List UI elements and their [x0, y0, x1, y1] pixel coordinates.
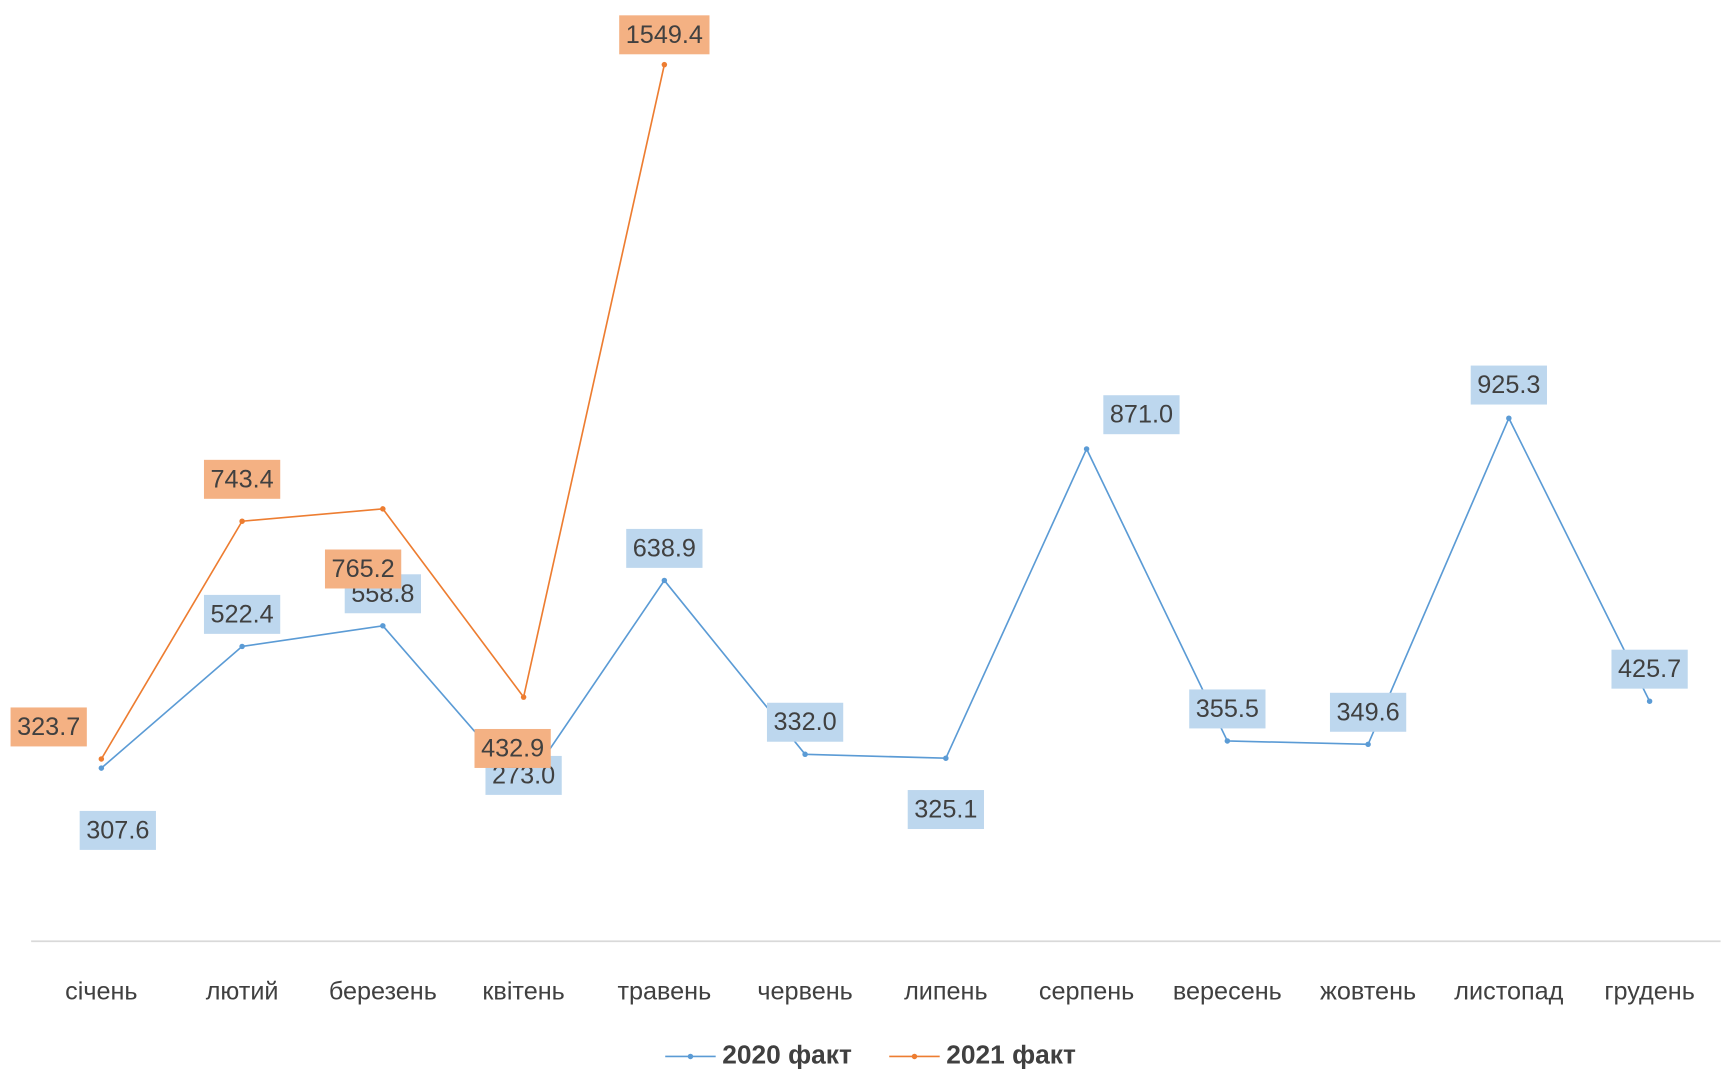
data-label-text: 323.7	[17, 713, 80, 741]
data-label-text: 332.0	[774, 708, 837, 736]
data-label: 332.0	[766, 702, 844, 742]
data-label-box	[324, 549, 402, 589]
data-label-text: 355.5	[1196, 695, 1259, 723]
data-label-box	[79, 810, 156, 850]
x-tick-label: грудень	[1604, 977, 1695, 1005]
data-label-box	[1189, 689, 1266, 729]
data-label: 349.6	[1329, 692, 1407, 732]
data-label: 765.2	[324, 549, 402, 589]
data-label-text: 925.3	[1477, 371, 1540, 399]
data-point	[1365, 741, 1371, 748]
data-label-box	[1103, 395, 1180, 435]
x-tick-label: червень	[757, 977, 852, 1005]
data-label: 323.7	[10, 707, 87, 747]
data-label-box	[1611, 649, 1688, 689]
data-label-box	[203, 459, 281, 499]
data-point	[1506, 415, 1512, 421]
data-point	[380, 506, 386, 512]
data-label-box	[766, 702, 844, 742]
x-tick-label: лютий	[206, 977, 279, 1005]
data-label: 432.9	[474, 728, 551, 768]
x-tick-label: травень	[617, 977, 711, 1005]
data-label-box	[203, 594, 281, 634]
data-label-text: 325.1	[914, 796, 977, 824]
data-label-text: 638.9	[633, 534, 696, 562]
data-point	[98, 765, 105, 771]
data-label: 743.4	[203, 459, 281, 499]
x-tick-label: квітень	[482, 977, 564, 1005]
series-line	[100, 64, 666, 760]
x-tick-label: січень	[65, 977, 137, 1005]
data-label: 522.4	[203, 594, 281, 634]
data-point	[239, 518, 245, 524]
data-label-text: 871.0	[1110, 401, 1173, 429]
data-label-text: 307.6	[86, 816, 149, 844]
data-label-box	[619, 15, 710, 55]
data-label-text: 765.2	[332, 555, 395, 583]
data-label: 425.7	[1611, 649, 1688, 689]
data-label: 1549.4	[619, 15, 710, 55]
data-point	[1224, 738, 1231, 744]
legend-label: 2020 факт	[722, 1039, 852, 1069]
data-label-text: 1549.4	[626, 21, 703, 49]
x-tick-label: жовтень	[1320, 977, 1416, 1005]
data-label: 871.0	[1103, 395, 1180, 435]
x-tick-label: липень	[904, 977, 988, 1005]
data-point	[380, 623, 386, 629]
legend-label: 2021 факт	[946, 1039, 1076, 1069]
data-label-box	[626, 528, 703, 568]
data-label: 307.6	[79, 810, 156, 850]
data-label-text: 432.9	[481, 734, 544, 762]
data-label: 355.5	[1189, 689, 1266, 729]
legend-marker	[911, 1053, 918, 1060]
data-label-box	[474, 728, 551, 768]
data-label-box	[1329, 692, 1407, 732]
x-tick-label: вересень	[1173, 977, 1282, 1005]
data-label-text: 743.4	[211, 465, 274, 493]
data-label: 925.3	[1470, 365, 1547, 405]
data-point	[802, 751, 808, 758]
data-point	[943, 755, 949, 761]
x-tick-label: серпень	[1039, 977, 1134, 1005]
data-point	[1646, 698, 1653, 704]
data-label-box	[10, 707, 87, 747]
data-label-text: 349.6	[1337, 698, 1400, 726]
data-label: 638.9	[626, 528, 703, 568]
legend-marker	[687, 1053, 694, 1060]
data-label: 325.1	[907, 790, 984, 830]
x-tick-label: березень	[329, 977, 437, 1005]
x-tick-label: листопад	[1454, 977, 1563, 1005]
data-label-box	[907, 790, 984, 830]
data-point	[1083, 446, 1090, 452]
data-point	[98, 756, 105, 762]
data-label-text: 425.7	[1618, 655, 1681, 683]
data-label-box	[1470, 365, 1547, 405]
data-label-text: 522.4	[211, 600, 274, 628]
data-point	[239, 643, 245, 650]
data-point	[661, 61, 668, 68]
data-point	[661, 577, 668, 584]
series-line	[100, 416, 1651, 790]
data-point	[520, 694, 527, 700]
